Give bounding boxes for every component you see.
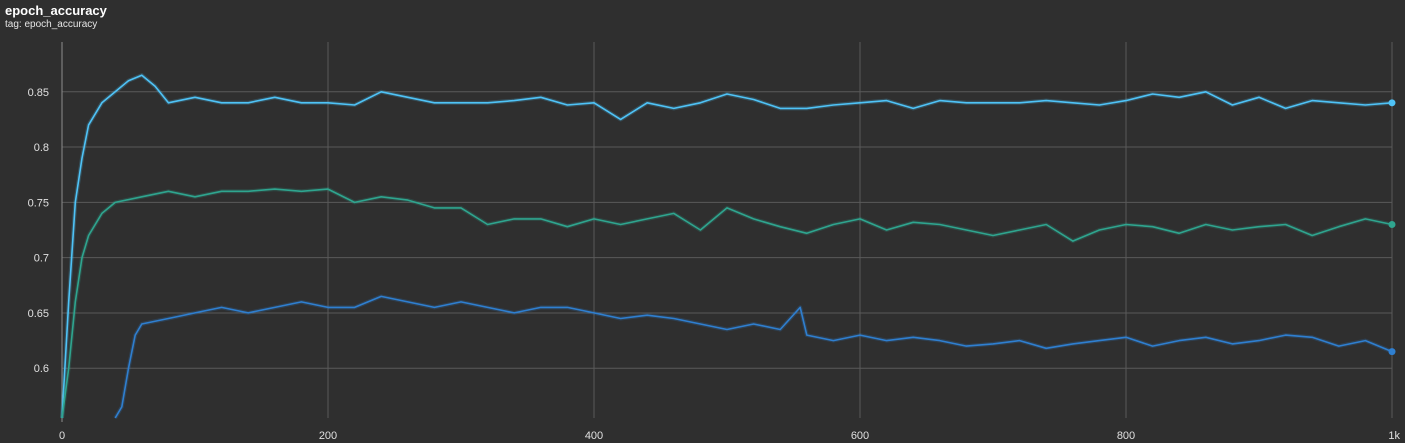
chart-tag-label: tag: epoch_accuracy [5, 19, 98, 30]
y-tick-label-1: 0.65 [28, 308, 49, 320]
series-layer [60, 73, 1396, 420]
series-0-end-marker[interactable] [1388, 99, 1396, 107]
x-tick-label-4: 800 [1117, 430, 1135, 442]
x-tick-label-1: 200 [319, 430, 337, 442]
y-tick-label-4: 0.8 [34, 142, 49, 154]
series-1-end-marker[interactable] [1388, 220, 1396, 228]
y-tick-label-0: 0.6 [34, 363, 49, 375]
x-tick-label-0: 0 [59, 430, 65, 442]
series-1-raw-trace [60, 187, 1393, 419]
series-2-end-marker[interactable] [1388, 348, 1396, 356]
y-tick-label-2: 0.7 [34, 253, 49, 265]
x-tick-label-5: 1k [1388, 430, 1400, 442]
x-tick-label-3: 600 [851, 430, 869, 442]
series-1-line[interactable] [61, 188, 1393, 419]
y-tick-labels: 0.6 0.65 0.7 0.75 0.8 0.85 [28, 87, 49, 375]
x-tick-labels: 0 200 400 600 800 1k [59, 430, 1400, 442]
series-0-raw-trace [60, 73, 1393, 419]
x-tick-label-2: 400 [585, 430, 603, 442]
horizontal-grid-lines [62, 91, 1392, 369]
series-2-line[interactable] [114, 295, 1393, 419]
y-tick-label-5: 0.85 [28, 87, 49, 99]
y-tick-label-3: 0.75 [28, 197, 49, 209]
chart-title: epoch_accuracy [5, 3, 107, 18]
series-0-line[interactable] [61, 74, 1393, 419]
series-2-raw-trace [113, 294, 1393, 420]
